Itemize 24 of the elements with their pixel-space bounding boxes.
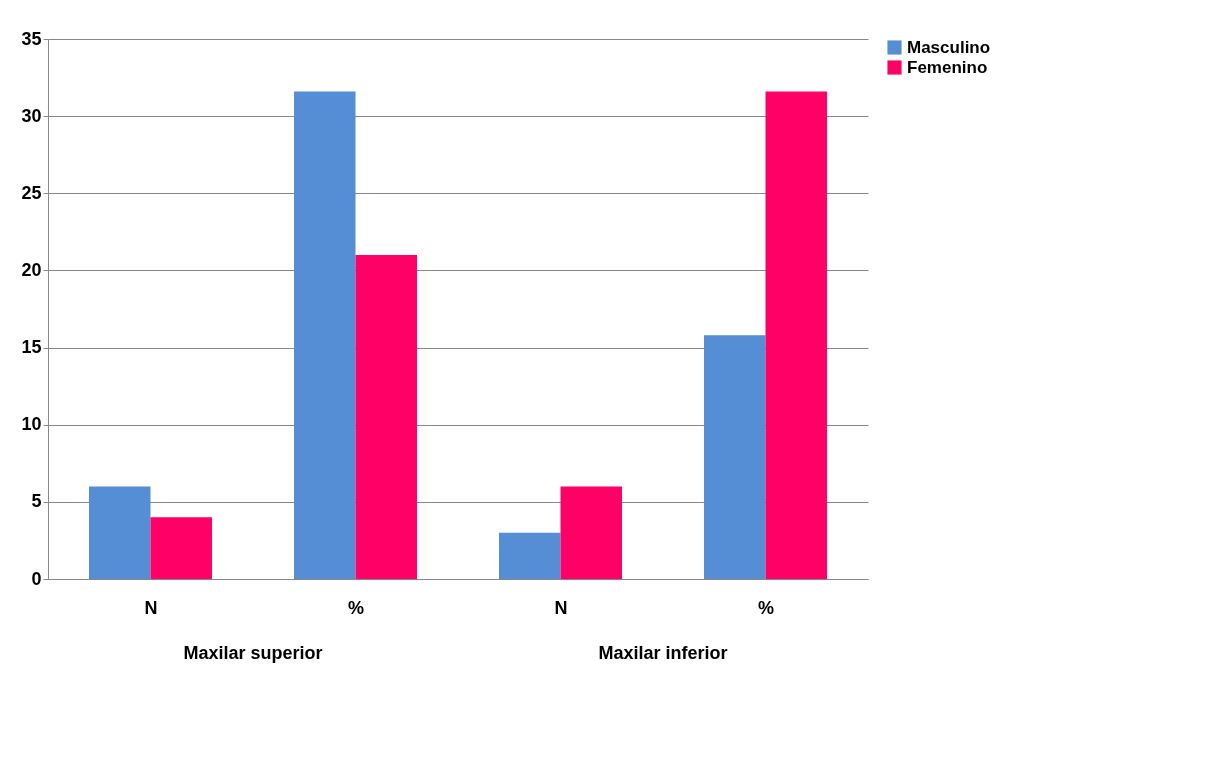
legend-label: Masculino <box>907 37 991 57</box>
y-tick-label: 10 <box>21 414 42 435</box>
x-tick-label: N <box>554 597 568 618</box>
y-tick-label: 15 <box>21 337 42 358</box>
y-tick-label: 30 <box>21 105 42 126</box>
y-tick-label: 5 <box>31 491 42 512</box>
y-tick-label: 20 <box>21 259 42 280</box>
x-tick-label: % <box>757 597 775 618</box>
x-tick-label: N <box>144 597 158 618</box>
bar <box>294 91 356 579</box>
legend-label: Femenino <box>907 57 988 77</box>
y-tick-label: 25 <box>21 182 42 203</box>
bar <box>150 517 212 579</box>
x-tick-label: % <box>347 597 365 618</box>
bar <box>89 486 151 579</box>
bar <box>355 255 417 579</box>
bar <box>765 91 827 579</box>
bar <box>560 486 622 579</box>
bar <box>704 335 766 579</box>
bar <box>499 532 561 579</box>
y-tick-label: 0 <box>31 568 42 589</box>
text: Maxilar inferior <box>598 643 728 663</box>
y-tick-label: 35 <box>21 28 42 49</box>
text: Maxilar superior <box>183 643 323 663</box>
